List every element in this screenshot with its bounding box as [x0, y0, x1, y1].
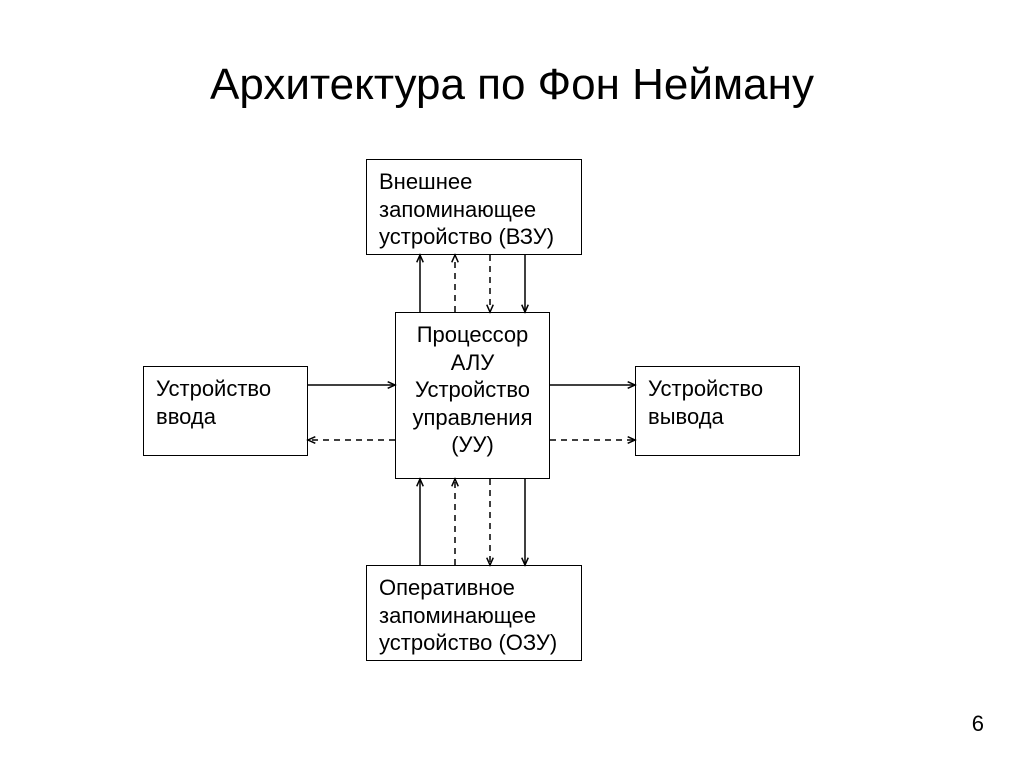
node-label: Оперативное запоминающее устройство (ОЗУ… — [367, 566, 581, 665]
node-processor: ПроцессорАЛУУстройство управления (УУ) — [395, 312, 550, 479]
page-number: 6 — [972, 711, 984, 737]
node-input-device: Устройство ввода — [143, 366, 308, 456]
node-external-storage: Внешнее запоминающее устройство (ВЗУ) — [366, 159, 582, 255]
node-output-device: Устройство вывода — [635, 366, 800, 456]
node-label: ПроцессорАЛУУстройство управления (УУ) — [396, 313, 549, 467]
node-label: Устройство ввода — [144, 367, 307, 438]
page-title: Архитектура по Фон Нейману — [0, 60, 1024, 110]
node-label: Устройство вывода — [636, 367, 799, 438]
node-ram: Оперативное запоминающее устройство (ОЗУ… — [366, 565, 582, 661]
diagram-canvas: Архитектура по Фон Нейману Внешнее запом… — [0, 0, 1024, 767]
node-label: Внешнее запоминающее устройство (ВЗУ) — [367, 160, 581, 259]
